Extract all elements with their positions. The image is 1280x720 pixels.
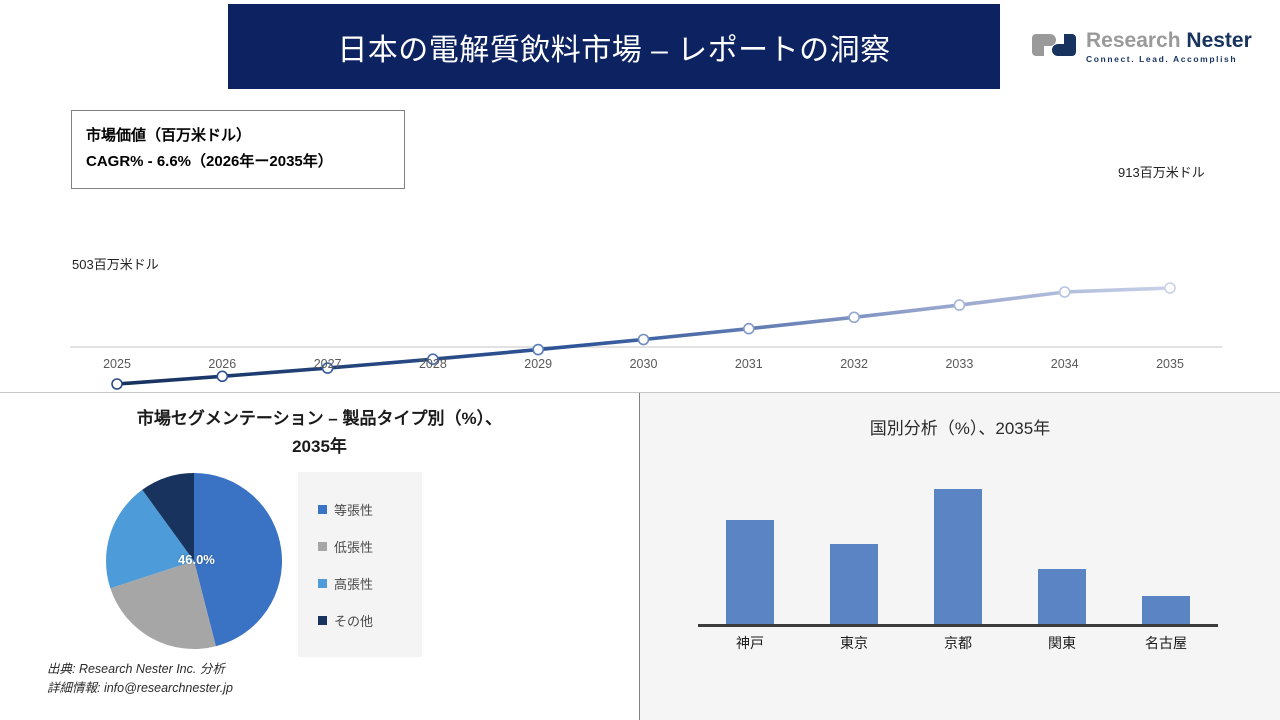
x-axis-label-2031: 2031 — [734, 357, 763, 371]
title-banner: 日本の電解質飲料市場 – レポートの洞察 — [228, 4, 1000, 89]
pie-chart-svg — [106, 473, 283, 650]
bar-label-京都: 京都 — [944, 635, 972, 651]
line-point-2027 — [321, 362, 334, 374]
pie-slice-1[interactable] — [110, 561, 216, 650]
bar-column-神戸 — [700, 519, 800, 624]
cagr-info-box: 市場価値（百万米ドル） CAGR% - 6.6%（2026年ー2035年） — [71, 110, 405, 189]
market-value-line-chart: 市場価値（百万米ドル） CAGR% - 6.6%（2026年ー2035年） 50… — [0, 92, 1280, 392]
bar-column-関東 — [1012, 568, 1112, 624]
bar-column-名古屋 — [1116, 595, 1216, 624]
pie-title-line1: 市場セグメンテーション – 製品タイプ別（%）、 — [136, 409, 503, 428]
legend-label-2: 高張性 — [334, 576, 374, 592]
brand-logo[interactable]: Research Nester Connect. Lead. Accomplis… — [1030, 22, 1256, 72]
line-point-2029 — [532, 343, 545, 356]
bar-label-関東: 関東 — [1048, 635, 1076, 651]
x-axis-label-2029: 2029 — [524, 357, 553, 371]
x-axis-label-2032: 2032 — [840, 357, 868, 371]
chain-link-icon — [1030, 28, 1078, 67]
legend-item-0[interactable]: 等張性 — [318, 500, 422, 519]
source-footnote: 出典: Research Nester Inc. 分析 詳細情報: info@r… — [47, 660, 233, 698]
pie-slice-3[interactable] — [142, 473, 194, 561]
line-point-2026 — [216, 370, 229, 383]
x-axis-label-2028: 2028 — [418, 357, 447, 371]
logo-tagline: Connect. Lead. Accomplish — [1086, 54, 1238, 65]
line-point-2034 — [1058, 286, 1071, 298]
pie-chart — [78, 471, 310, 651]
pie-panel-title: 市場セグメンテーション – 製品タイプ別（%）、 2035年 — [0, 405, 639, 461]
x-axis-label-2025: 2025 — [103, 357, 131, 371]
legend-swatch-icon-0 — [318, 504, 327, 514]
bar-関東[interactable] — [1038, 568, 1086, 624]
line-markers — [111, 282, 1176, 390]
line-point-2030 — [637, 333, 650, 346]
line-point-2028 — [427, 353, 439, 366]
x-axis-label-2034: 2034 — [1050, 357, 1079, 371]
x-axis-label-2026: 2026 — [208, 357, 237, 371]
pie-title-line2: 2035年 — [292, 437, 347, 457]
bar-京都[interactable] — [934, 489, 982, 624]
line-point-2031 — [742, 322, 755, 335]
legend-item-3[interactable]: その他 — [318, 611, 422, 630]
legend-swatch-icon-3 — [318, 615, 327, 625]
footnote-contact: 詳細情報: info@researchnester.jp — [47, 680, 233, 695]
line-chart-svg — [70, 282, 1222, 390]
x-axis-label-2035: 2035 — [1156, 357, 1184, 371]
footnote-source: 出典: Research Nester Inc. 分析 — [47, 662, 225, 676]
cagr-caption: CAGR% - 6.6%（2026年ー2035年） — [86, 153, 333, 171]
legend-label-1: 低張性 — [334, 539, 374, 555]
line-point-2035 — [1164, 282, 1176, 294]
bar-column-東京 — [804, 544, 904, 624]
pie-slice-0[interactable] — [194, 473, 283, 647]
x-axis-label-2027: 2027 — [313, 357, 342, 371]
bar-label-神戸: 神戸 — [736, 635, 764, 651]
logo-name-part1: Research — [1086, 29, 1187, 53]
x-axis-label-2030: 2030 — [629, 357, 658, 371]
legend-label-3: その他 — [334, 613, 374, 629]
bar-chart — [698, 477, 1218, 624]
market-value-caption: 市場価値（百万米ドル） — [86, 127, 252, 144]
country-analysis-panel: 国別分析（%）、2035年 神戸 東京 京都 関東 名古屋 — [640, 393, 1280, 720]
bar-chart-x-labels: 神戸 東京 京都 関東 名古屋 — [698, 633, 1218, 653]
bar-chart-baseline — [698, 624, 1218, 627]
bar-panel-title: 国別分析（%）、2035年 — [869, 419, 1051, 438]
legend-swatch-icon-2 — [318, 578, 327, 588]
line-point-2032 — [848, 311, 860, 324]
legend-label-0: 等張性 — [334, 502, 374, 518]
bar-東京[interactable] — [830, 544, 878, 624]
line-point-2025 — [111, 378, 123, 390]
horizontal-divider — [0, 392, 1280, 393]
bar-神戸[interactable] — [726, 519, 774, 624]
header: 日本の電解質飲料市場 – レポートの洞察 Research Nester Con… — [0, 0, 1280, 92]
bar-label-東京: 東京 — [840, 635, 868, 651]
pie-primary-percentage: 46.0% — [178, 552, 215, 567]
bar-名古屋[interactable] — [1142, 595, 1190, 624]
x-axis-label-2033: 2033 — [945, 357, 974, 371]
page-title: 日本の電解質飲料市場 – レポートの洞察 — [337, 33, 891, 67]
pie-legend: 等張性 低張性 高張性 その他 — [298, 472, 422, 657]
legend-swatch-icon-1 — [318, 541, 327, 551]
logo-text: Research Nester Connect. Lead. Accomplis… — [1086, 30, 1252, 64]
bar-label-名古屋: 名古屋 — [1145, 635, 1187, 651]
legend-item-1[interactable]: 低張性 — [318, 537, 422, 556]
pie-slice-2[interactable] — [106, 489, 194, 589]
vertical-divider — [639, 393, 640, 720]
product-type-segmentation-panel: 市場セグメンテーション – 製品タイプ別（%）、 2035年 等張性 低張性 高… — [0, 393, 639, 720]
legend-item-2[interactable]: 高張性 — [318, 574, 422, 593]
bar-column-京都 — [908, 489, 1008, 624]
line-point-2033 — [953, 299, 966, 311]
end-value-label: 913百万米ドル — [1118, 165, 1205, 180]
logo-name-part2: Nester — [1186, 29, 1252, 53]
start-value-label: 503百万米ドル — [72, 257, 159, 272]
